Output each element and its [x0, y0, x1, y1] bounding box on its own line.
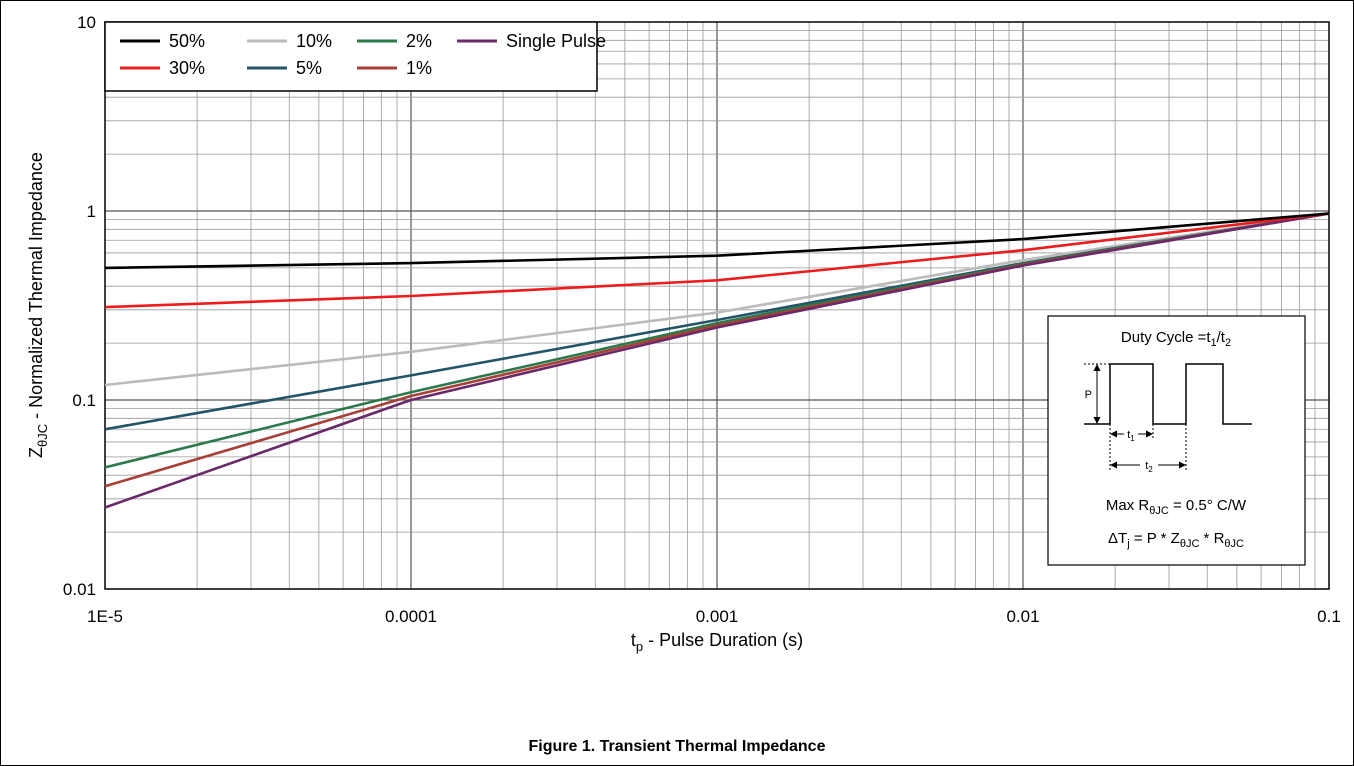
legend-box — [104, 21, 598, 92]
legend-label-1-pct: 1% — [406, 58, 432, 78]
legend-label-single-pulse: Single Pulse — [506, 31, 606, 51]
t2-arrow-right — [1179, 461, 1186, 469]
grid — [105, 22, 1329, 589]
x-tick-labels: 1E-5 0.0001 0.001 0.01 0.1 — [87, 607, 1341, 626]
y-tick-label: 0.1 — [72, 391, 96, 410]
y-tick-label: 0.01 — [63, 580, 96, 599]
legend-label-50-pct: 50% — [169, 31, 205, 51]
t1-arrow-right — [1146, 430, 1153, 438]
series-line-50-pct — [104, 212, 1330, 270]
duty-cycle-title: Duty Cycle =t1/t2 — [1121, 329, 1231, 349]
series-line-single-pulse — [104, 212, 1330, 509]
t1-label: t1 — [1127, 429, 1135, 443]
inset-box — [1047, 315, 1306, 566]
legend-label-10-pct: 10% — [296, 31, 332, 51]
p-arrow-up — [1093, 364, 1101, 371]
legend-label-2-pct: 2% — [406, 31, 432, 51]
x-tick-label: 0.001 — [696, 607, 739, 626]
legend-label-5-pct: 5% — [296, 58, 322, 78]
x-tick-label: 0.1 — [1317, 607, 1341, 626]
x-axis-label: tp - Pulse Duration (s) — [631, 630, 803, 654]
series-line-10-pct — [104, 212, 1330, 387]
y-axis-label: ZθJC - Normalized Thermal Impedance — [26, 152, 50, 458]
delta-tj-line: ΔTj = P * ZθJC * RθJC — [1108, 530, 1244, 550]
figure-caption: Figure 1. Transient Thermal Impedance — [528, 738, 826, 755]
x-tick-label: 1E-5 — [87, 607, 123, 626]
t2-arrow-left — [1110, 461, 1117, 469]
x-tick-label: 0.01 — [1006, 607, 1039, 626]
t2-label: t2 — [1145, 460, 1153, 474]
legend-label-30-pct: 30% — [169, 58, 205, 78]
pulse-waveform — [1084, 363, 1252, 425]
p-label: P — [1085, 389, 1092, 401]
p-arrow-down — [1093, 417, 1101, 424]
duty-cycle-inset: Duty Cycle =t1/t2 P t1 t2 Max RθJC = 0.5… — [1047, 315, 1306, 566]
series-layer — [104, 212, 1330, 509]
legend: 50% 30% 10% 5% 2% 1% Single Pulse — [104, 21, 606, 92]
max-r-line: Max RθJC = 0.5° C/W — [1106, 497, 1247, 517]
t1-arrow-left — [1110, 430, 1117, 438]
y-tick-labels: 0.01 0.1 1 10 — [63, 13, 96, 599]
series-line-30-pct — [104, 212, 1330, 309]
x-tick-label: 0.0001 — [385, 607, 437, 626]
y-tick-label: 1 — [87, 202, 96, 221]
plot-border — [104, 21, 1330, 590]
y-tick-label: 10 — [77, 13, 96, 32]
